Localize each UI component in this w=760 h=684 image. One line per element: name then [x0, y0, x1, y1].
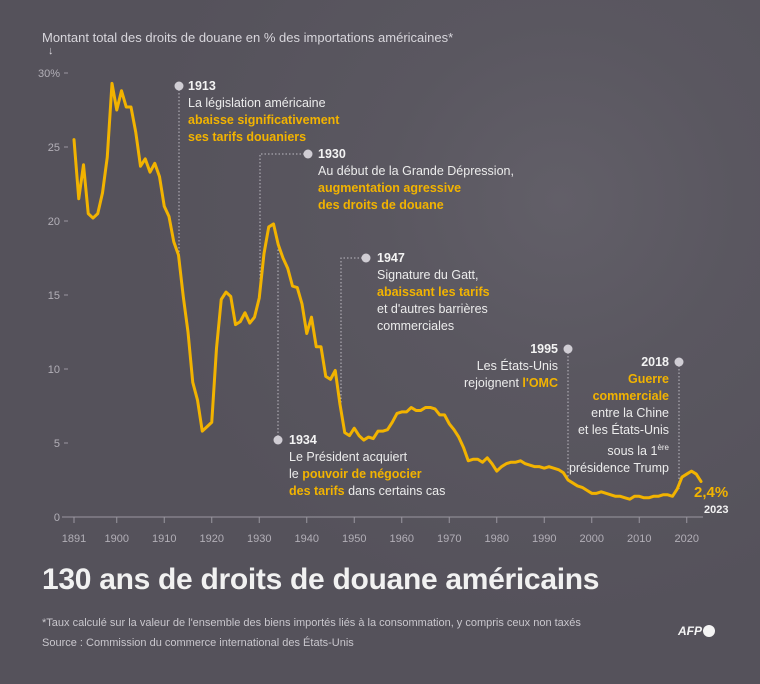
x-tick-label: 1940 — [295, 533, 319, 545]
annotation-line: des droits de douane — [318, 197, 514, 214]
annotation-text: et d'autres barrières — [377, 302, 488, 316]
annotation-1995: 1995 Les États-Unis rejoignent l'OMC — [464, 341, 558, 392]
annotation-text: Au début de la Grande Dépression, — [318, 164, 514, 178]
annotation-line: présidence Trump — [569, 460, 669, 477]
y-tick-label: 30% — [38, 68, 60, 80]
annotation-leader-line — [340, 257, 366, 405]
annotation-1930: 1930 Au début de la Grande Dépression, aug… — [318, 146, 514, 214]
y-tick-label: 15 — [48, 290, 60, 302]
annotation-1947: 1947 Signature du Gatt, abaissant les tari… — [377, 250, 490, 335]
annotation-line: des tarifs dans certains cas — [289, 483, 445, 500]
annotation-text: Les États-Unis — [476, 359, 558, 373]
x-tick-label: 1980 — [485, 533, 509, 545]
chart-title: 130 ans de droits de douane américains — [42, 563, 600, 596]
y-tick-label: 5 — [54, 438, 60, 450]
annotation-highlight: abaissant les tarifs — [377, 285, 490, 299]
annotation-line: commerciale — [569, 388, 669, 405]
annotation-text: sous la 1 — [607, 444, 658, 459]
annotation-line: abaisse significativement — [188, 112, 339, 129]
annotation-highlight: commerciale — [592, 389, 669, 403]
arrow-down-icon: ↓ — [48, 45, 54, 57]
annotation-highlight: Guerre — [628, 372, 669, 386]
annotation-highlight: des droits de douane — [318, 198, 444, 212]
annotation-highlight: l'OMC — [522, 376, 558, 390]
annotation-dot — [273, 435, 283, 445]
annotation-year: 1913 — [188, 79, 216, 93]
x-tick-label: 1930 — [247, 533, 271, 545]
annotation-text: La législation américaine — [188, 96, 326, 110]
annotation-1913: 1913 La législation américaine abaisse sig… — [188, 78, 339, 146]
annotation-text: entre la Chine — [591, 406, 669, 420]
annotation-highlight: ses tarifs douaniers — [188, 130, 307, 144]
afp-logo-text: AFP — [678, 624, 702, 638]
afp-logo-dot — [703, 625, 715, 637]
x-tick-label: 2020 — [675, 533, 699, 545]
annotation-text: rejoignent — [464, 376, 523, 390]
x-tick-label: 1960 — [390, 533, 414, 545]
annotation-highlight: des tarifs — [289, 484, 345, 498]
annotation-line: le pouvoir de négocier — [289, 466, 445, 483]
annotation-line: Les États-Unis — [464, 358, 558, 375]
x-tick-label: 1910 — [152, 533, 176, 545]
y-tick-label: 20 — [48, 216, 60, 228]
annotation-line: Signature du Gatt, — [377, 267, 490, 284]
annotation-line: et d'autres barrières — [377, 301, 490, 318]
annotation-text: commerciales — [377, 319, 455, 333]
annotation-line: augmentation agressive — [318, 180, 514, 197]
annotation-text: le — [289, 467, 303, 481]
annotation-1934: 1934 Le Président acquiert le pouvoir de n… — [289, 432, 445, 500]
annotation-highlight: abaisse significativement — [188, 113, 340, 127]
y-axis-label: Montant total des droits de douane en % … — [42, 30, 454, 45]
annotation-2018: 2018 Guerre commerciale entre la Chine et le… — [569, 354, 669, 477]
x-tick-label: 1891 — [62, 533, 86, 545]
annotation-highlight: pouvoir de négocier — [302, 467, 422, 481]
annotation-text: Le Président acquiert — [289, 450, 408, 464]
annotation-dot — [303, 149, 313, 159]
x-tick-label: 2010 — [627, 533, 651, 545]
source-note: Source : Commission du commerce internat… — [42, 637, 354, 649]
annotation-leader-line — [259, 153, 308, 298]
annotation-line: abaissant les tarifs — [377, 284, 490, 301]
y-tick-label: 10 — [48, 364, 60, 376]
annotation-dot — [674, 357, 684, 367]
annotation-year: 1947 — [377, 251, 405, 265]
annotation-line: Le Président acquiert — [289, 449, 445, 466]
final-value-label: 2,4% — [694, 484, 729, 501]
annotation-line: et les États-Unis — [569, 422, 669, 439]
y-tick-label: 25 — [48, 142, 60, 154]
annotation-dot — [563, 344, 573, 354]
annotation-text: et les États-Unis — [577, 423, 669, 437]
annotation-year: 2018 — [641, 355, 669, 369]
x-tick-label: 1920 — [200, 533, 224, 545]
y-tick-label: 0 — [54, 512, 60, 524]
annotation-line: rejoignent l'OMC — [464, 375, 558, 392]
annotation-line: Guerre — [569, 371, 669, 388]
x-tick-label: 1990 — [532, 533, 556, 545]
annotation-dot — [174, 81, 184, 91]
footnote: *Taux calculé sur la valeur de l'ensembl… — [42, 617, 581, 629]
annotation-year: 1930 — [318, 147, 346, 161]
annotation-highlight: augmentation agressive — [318, 181, 462, 195]
annotation-year: 1995 — [530, 342, 558, 356]
annotation-line: sous la 1ère — [569, 439, 669, 460]
x-tick-label: 2000 — [580, 533, 604, 545]
annotation-line: ses tarifs douaniers — [188, 129, 339, 146]
final-year-label: 2023 — [704, 504, 729, 516]
annotation-year: 1934 — [289, 433, 317, 447]
annotation-line: entre la Chine — [569, 405, 669, 422]
x-tick-label: 1950 — [342, 533, 366, 545]
annotation-text: présidence Trump — [568, 461, 669, 476]
annotation-text: dans certains cas — [344, 484, 446, 498]
annotation-dot — [361, 253, 371, 263]
x-tick-label: 1900 — [105, 533, 129, 545]
annotation-line: commerciales — [377, 318, 490, 335]
annotation-line: La législation américaine — [188, 95, 339, 112]
x-tick-label: 1970 — [437, 533, 461, 545]
annotation-line: Au début de la Grande Dépression, — [318, 163, 514, 180]
annotation-text: ère — [657, 443, 669, 452]
annotation-text: Signature du Gatt, — [377, 268, 479, 282]
afp-logo: AFP — [678, 624, 715, 638]
